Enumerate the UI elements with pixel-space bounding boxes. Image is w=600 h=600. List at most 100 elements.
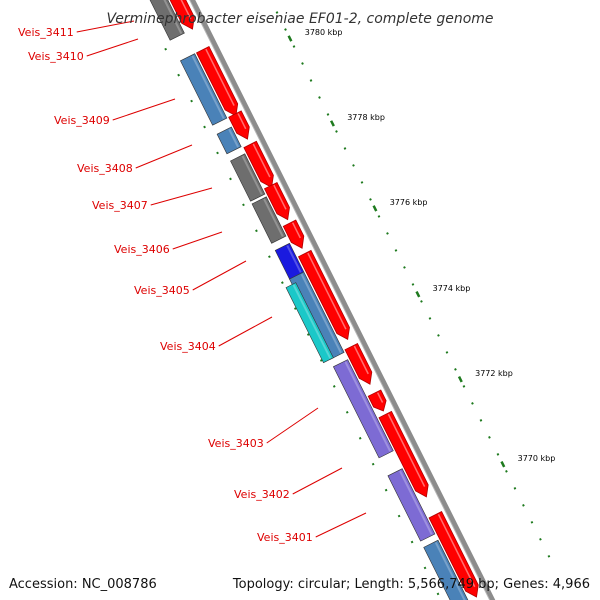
accession-label: Accession: NC_008786 — [9, 577, 157, 592]
major-tick — [457, 375, 463, 383]
scale-dot — [488, 436, 491, 439]
gene-labels: Veis_3411 Veis_3410 Veis_3409 Veis_3408 Veis… — [18, 20, 367, 544]
tick-label: 3778 kbp — [347, 113, 385, 122]
gene-label: Veis_3406 — [114, 243, 170, 256]
scale-dot — [216, 151, 219, 155]
scale-dot — [242, 203, 245, 207]
genome-backbone — [189, 0, 496, 600]
scale-dot — [335, 130, 338, 133]
inner-gene-block — [387, 468, 436, 542]
gene-sheen — [252, 143, 271, 178]
inner-gene-block — [149, 0, 185, 41]
tick-label: 3770 kbp — [518, 454, 556, 463]
inner-gene-block — [230, 153, 266, 202]
forward-gene-arrow — [297, 249, 350, 341]
forward-gene-arrow — [282, 219, 305, 249]
forward-gene-arrow — [243, 140, 274, 189]
gene-sheen — [307, 252, 347, 330]
major-tick — [415, 291, 421, 298]
scale-dot — [369, 198, 372, 201]
gene-sheen — [163, 0, 183, 34]
label-leader-line — [150, 187, 213, 206]
scale-dot — [394, 249, 398, 252]
forward-gene-arrow — [195, 45, 239, 117]
gene-label: Veis_3402 — [234, 488, 290, 501]
major-tick — [287, 35, 293, 42]
backbone-highlight — [189, 0, 491, 600]
forward-gene-arrow — [367, 389, 387, 412]
label-leader-line — [315, 512, 367, 538]
gene-label: Veis_3405 — [134, 284, 190, 297]
scale-dot — [386, 232, 389, 235]
scale-dot — [203, 125, 206, 129]
label-leader-line — [292, 467, 343, 495]
tick-label: 3772 kbp — [475, 369, 513, 378]
gene-label: Veis_3404 — [160, 340, 216, 353]
gene-label: Veis_3407 — [92, 199, 148, 212]
label-leader-line — [218, 316, 273, 347]
gene-sheen — [286, 245, 302, 273]
scale-dot — [423, 566, 427, 570]
inner-genes — [149, 0, 469, 600]
scale-dot — [164, 47, 167, 51]
inner-gene-block — [216, 126, 242, 155]
scale-dot — [318, 96, 321, 99]
gene-sheen — [273, 184, 287, 210]
gene-sheen — [399, 470, 433, 535]
scale-dot — [309, 79, 313, 82]
scale-dot — [371, 462, 375, 466]
label-leader-line — [172, 231, 223, 250]
label-leader-line — [192, 260, 247, 291]
gene-sheen — [191, 55, 225, 119]
scale-dot — [428, 317, 432, 320]
gene-label: Veis_3408 — [77, 162, 133, 175]
scale-dot — [284, 28, 287, 31]
scale-dot — [229, 177, 232, 181]
tick-label: 3774 kbp — [433, 284, 471, 293]
label-leader-line — [76, 20, 135, 33]
scale-dot — [437, 334, 440, 337]
gene-sheen — [228, 128, 239, 148]
scale-dot — [471, 402, 474, 405]
scale-dot — [343, 147, 347, 150]
scale-dot — [360, 181, 364, 184]
forward-gene-arrow — [228, 110, 250, 140]
scale-dot — [384, 488, 388, 492]
gene-sheen — [241, 155, 263, 195]
label-leader-line — [112, 98, 176, 121]
scale-dot — [268, 255, 271, 259]
scale-dot — [294, 307, 297, 310]
tick-label: 3780 kbp — [305, 28, 343, 37]
gene-sheen — [263, 198, 284, 238]
scale-dot — [326, 113, 330, 116]
major-tick — [330, 120, 335, 127]
gene-sheen — [434, 542, 466, 600]
label-leader-line — [86, 38, 139, 57]
scale-dot — [410, 540, 414, 544]
gene-sheen — [205, 48, 235, 106]
gene-label: Veis_3410 — [28, 50, 84, 63]
scale-dot — [301, 62, 304, 65]
scale-dot — [539, 537, 542, 541]
inner-gene-block — [332, 359, 394, 459]
gene-sheen — [387, 413, 426, 487]
scale-dot — [547, 554, 551, 558]
scale-dot — [177, 73, 180, 77]
inner-gene-block — [251, 196, 287, 244]
inner-gene-block — [179, 53, 228, 126]
scale-dot — [275, 11, 279, 14]
scale-dot — [411, 283, 415, 286]
major-tick — [500, 460, 506, 468]
inner-gene-block — [285, 282, 334, 364]
scale-dot — [522, 504, 525, 507]
scale-dot — [454, 368, 457, 371]
scale-dot — [345, 410, 349, 414]
scale-ticks — [164, 11, 551, 596]
scale-dot — [190, 99, 193, 103]
forward-gene-arrow — [378, 410, 429, 498]
forward-genes — [169, 0, 479, 598]
label-leader-line — [135, 144, 193, 169]
forward-gene-arrow — [344, 342, 373, 385]
gene-sheen — [353, 345, 369, 375]
